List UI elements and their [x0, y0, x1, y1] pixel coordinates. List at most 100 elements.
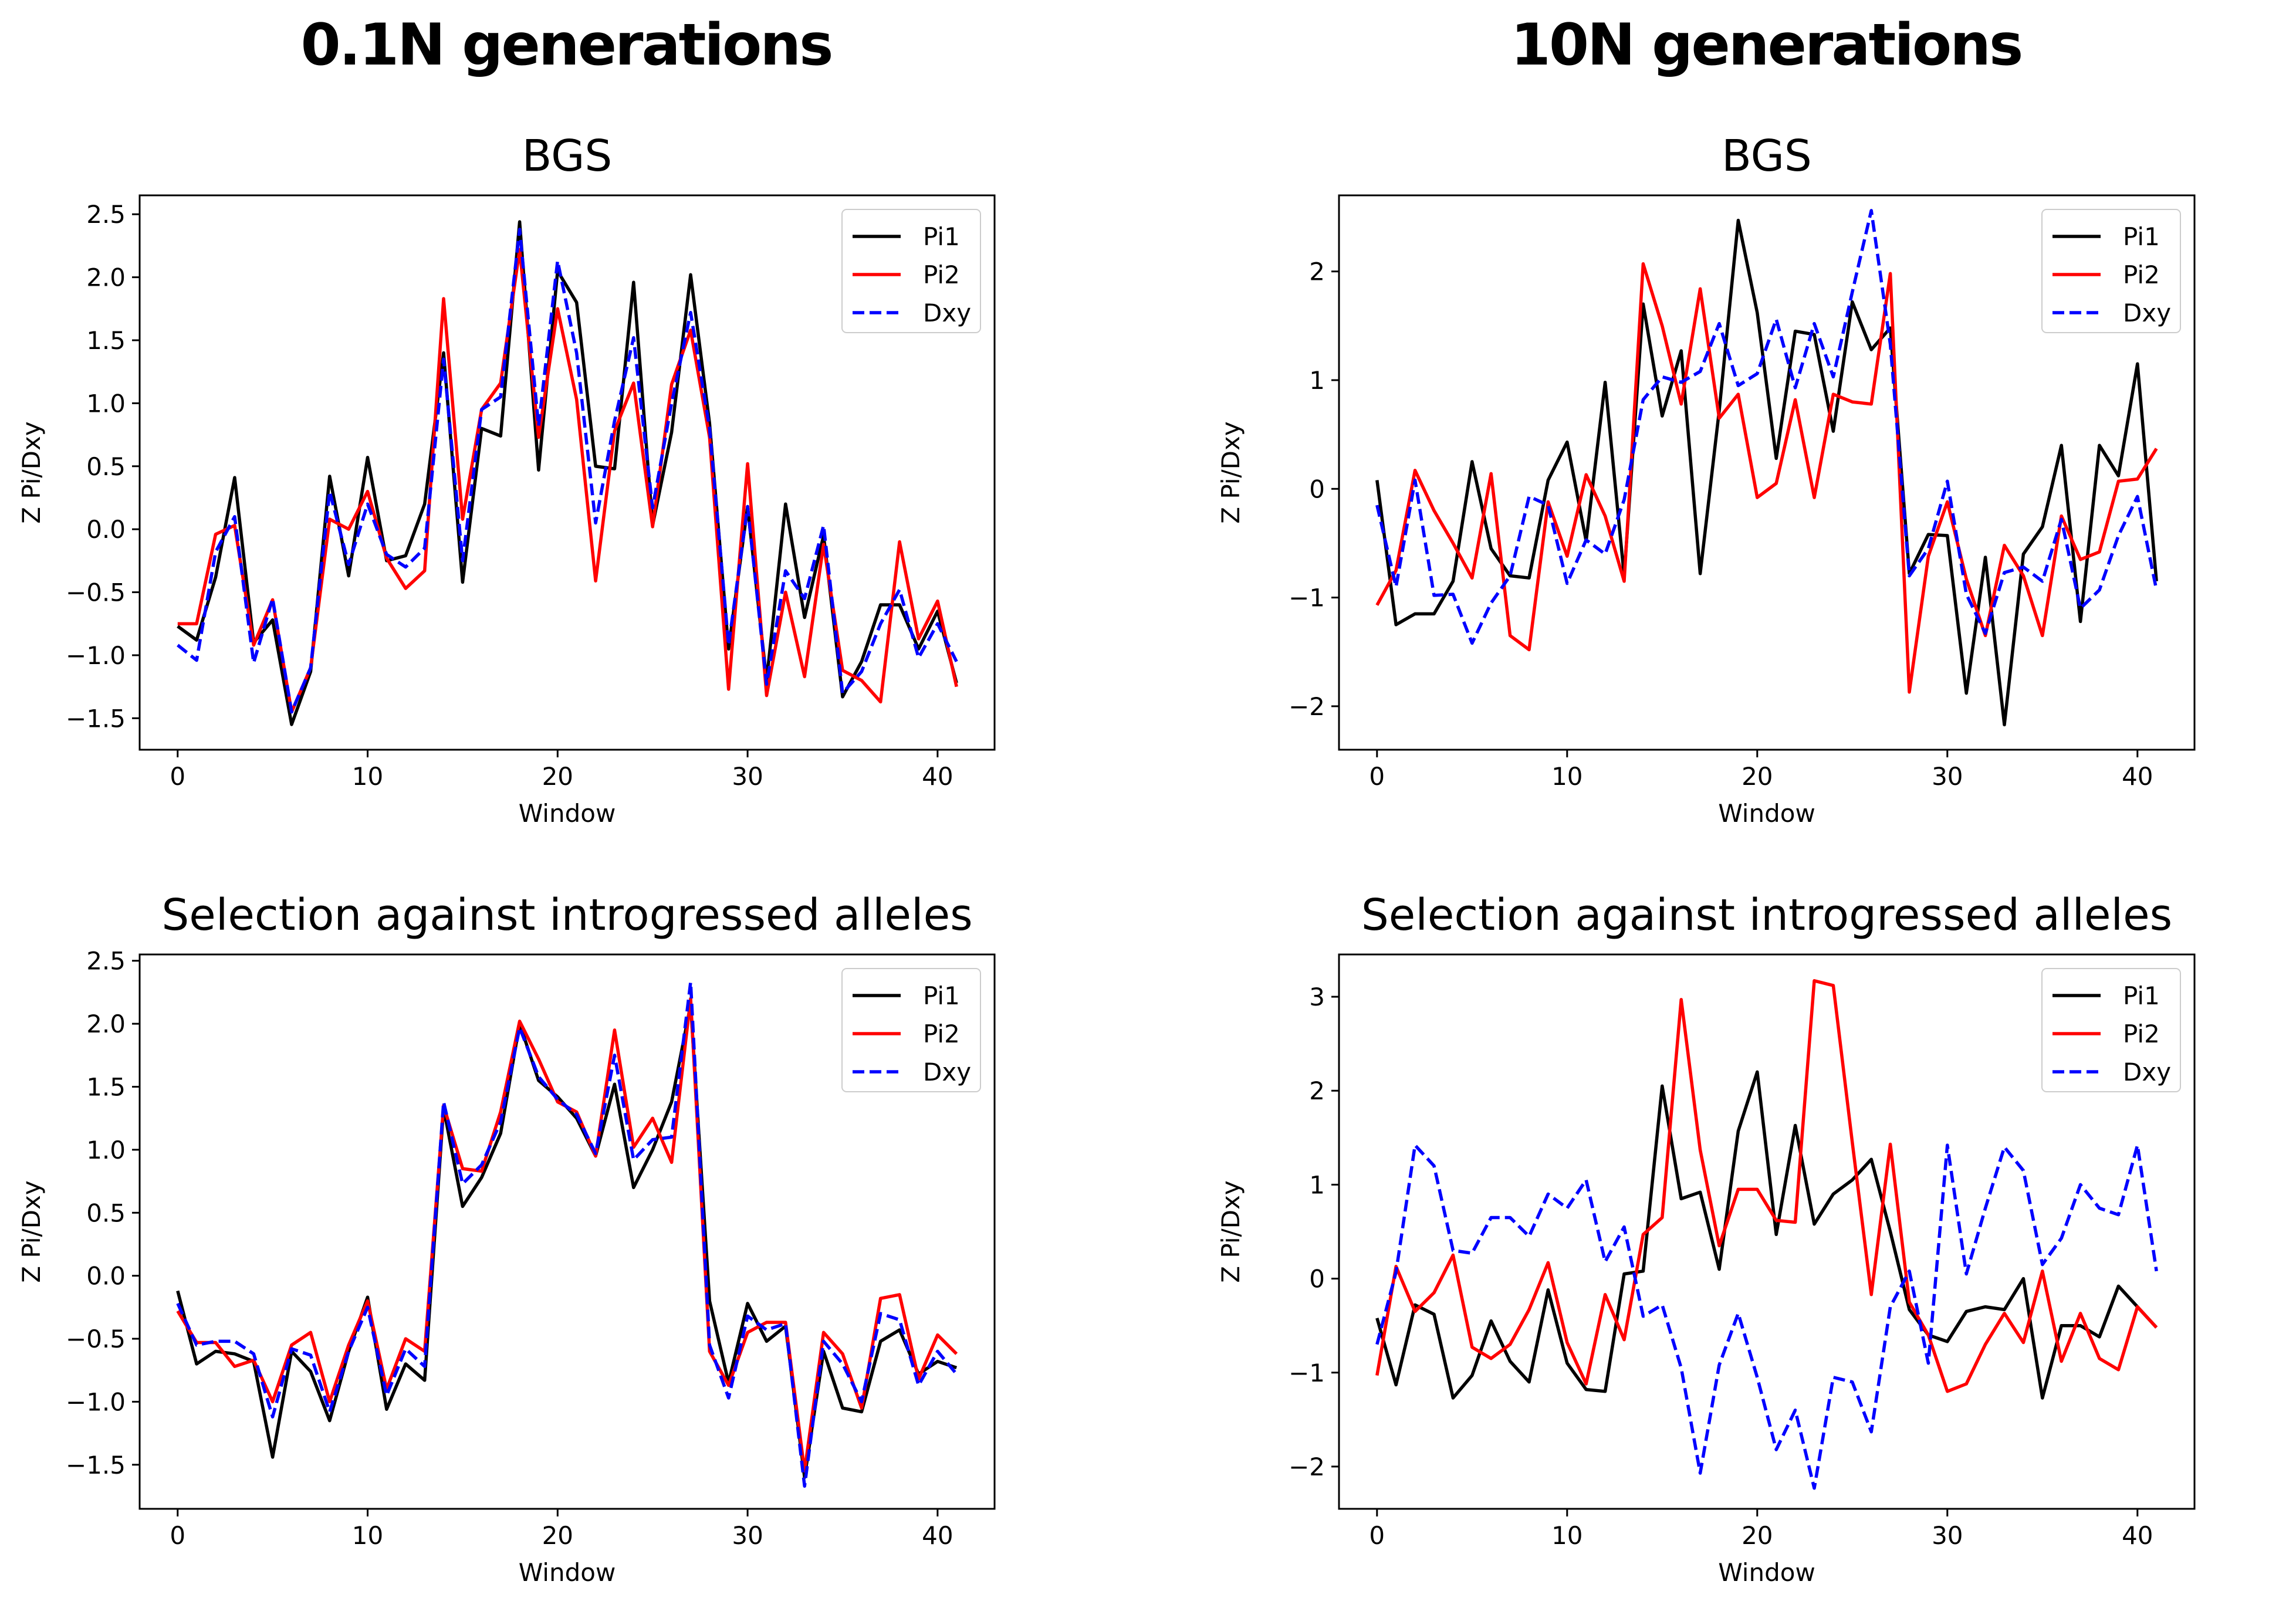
y-tick-label: 1	[1309, 1170, 1325, 1199]
x-tick-label: 20	[1742, 762, 1773, 791]
y-tick-label: 2	[1309, 258, 1325, 286]
y-tick-label: 3	[1309, 983, 1325, 1011]
series-line-pi1	[176, 1003, 958, 1479]
y-tick-label: 2	[1309, 1076, 1325, 1105]
x-tick-label: 0	[1369, 762, 1385, 791]
x-tick-label: 40	[922, 762, 953, 791]
y-tick-label: −1.5	[66, 704, 126, 733]
legend-label-pi2: Pi2	[923, 1020, 960, 1048]
x-tick-label: 30	[1932, 762, 1963, 791]
series-line-pi1	[1375, 218, 2158, 727]
legend-box	[841, 209, 981, 333]
y-tick-label: −1.0	[66, 641, 126, 670]
y-tick-label: 1.5	[86, 326, 126, 355]
x-tick-label: 0	[170, 762, 185, 791]
legend: Pi1 Pi2 Dxy	[841, 968, 981, 1092]
x-tick-label: 20	[1742, 1521, 1773, 1550]
chart-panel-1: BGS 0 10 20 30 40 −1.5 −1.0 −0.5 0.0 0.5 1.0 1.5 2.0 2…	[17, 131, 996, 828]
y-tick-label: 0	[1309, 1265, 1325, 1294]
y-tick-label: 0.5	[86, 452, 126, 481]
series-line-dxy	[176, 980, 958, 1488]
y-tick-label: −2	[1289, 692, 1325, 721]
plot-frame	[138, 194, 996, 751]
y-tick-label: 0.5	[86, 1198, 126, 1227]
y-tick-label: 1.5	[86, 1073, 126, 1102]
series-line-pi2	[1375, 979, 2158, 1393]
series-line-pi1	[1375, 1070, 2158, 1400]
legend-label-pi2: Pi2	[2123, 260, 2160, 289]
legend-label-pi2: Pi2	[2123, 1020, 2160, 1048]
series-line-dxy	[177, 228, 958, 714]
legend: Pi1 Pi2 Dxy	[841, 209, 981, 333]
y-axis-label: Z Pi/Dxy	[1216, 1180, 1245, 1282]
x-axis-label: Window	[519, 1558, 616, 1587]
series-group	[1375, 979, 2158, 1490]
legend-label-pi1: Pi1	[923, 222, 960, 251]
series-line-pi2	[1375, 262, 2158, 694]
y-axis-label: Z Pi/Dxy	[1216, 421, 1245, 523]
x-tick-label: 40	[2122, 762, 2153, 791]
x-axis-label: Window	[1718, 1558, 1815, 1587]
y-tick-label: −1.0	[66, 1387, 126, 1416]
series-line-dxy	[1375, 209, 2158, 645]
plot-frame	[1338, 953, 2196, 1510]
legend-box	[2041, 968, 2181, 1092]
y-axis-label: Z Pi/Dxy	[17, 421, 46, 523]
legend-box	[2041, 209, 2181, 333]
y-tick-label: 0.0	[86, 1262, 126, 1291]
series-group	[1375, 209, 2158, 727]
chart-title: BGS	[522, 131, 613, 181]
series-group	[176, 980, 958, 1488]
x-tick-label: 40	[2122, 1521, 2153, 1550]
y-tick-label: −0.5	[66, 578, 126, 607]
y-tick-label: −1	[1289, 1359, 1325, 1387]
x-tick-label: 20	[542, 762, 573, 791]
y-tick-label: 2.0	[86, 1010, 126, 1038]
y-axis-label: Z Pi/Dxy	[17, 1180, 46, 1282]
y-tick-label: −1.5	[66, 1451, 126, 1479]
series-line-dxy	[1375, 1143, 2158, 1490]
chart-panel-2: BGS 0 10 20 30 40 −2 −1 0 1 2 Window Z Pi/Dxy Pi1 Pi2 D…	[1216, 131, 2196, 828]
x-tick-label: 30	[732, 1521, 763, 1550]
legend-label-dxy: Dxy	[923, 1058, 971, 1086]
chart-title: BGS	[1722, 131, 1812, 181]
y-tick-label: 1.0	[86, 1136, 126, 1164]
y-tick-label: 0.0	[86, 515, 126, 544]
chart-panel-4: Selection against introgressed alleles 0 1…	[1216, 890, 2196, 1587]
x-tick-label: 30	[732, 762, 763, 791]
series-group	[177, 220, 958, 726]
x-tick-label: 10	[352, 1521, 383, 1550]
chart-title: Selection against introgressed alleles	[161, 890, 972, 940]
legend-box	[841, 968, 981, 1092]
x-tick-label: 20	[542, 1521, 573, 1550]
legend: Pi1 Pi2 Dxy	[2041, 209, 2181, 333]
series-line-pi2	[177, 248, 958, 714]
legend-label-dxy: Dxy	[2123, 299, 2171, 327]
y-tick-label: 2.5	[86, 947, 126, 976]
x-tick-label: 30	[1932, 1521, 1963, 1550]
y-tick-label: 1.0	[86, 389, 126, 418]
y-tick-label: 2.5	[86, 200, 126, 229]
x-axis-label: Window	[519, 799, 616, 828]
chart-panel-3: Selection against introgressed alleles 0 1…	[17, 890, 996, 1587]
column-title-left: 0.1N generations	[300, 12, 834, 79]
legend-label-pi1: Pi1	[2123, 981, 2160, 1010]
x-tick-label: 40	[922, 1521, 953, 1550]
legend-label-pi2: Pi2	[923, 260, 960, 289]
x-tick-label: 10	[352, 762, 383, 791]
chart-title: Selection against introgressed alleles	[1361, 890, 2172, 940]
column-title-right: 10N generations	[1510, 12, 2024, 79]
y-tick-label: 0	[1309, 475, 1325, 503]
legend-label-pi1: Pi1	[923, 981, 960, 1010]
x-tick-label: 0	[170, 1521, 185, 1550]
y-tick-label: 1	[1309, 366, 1325, 395]
legend: Pi1 Pi2 Dxy	[2041, 968, 2181, 1092]
y-tick-label: −1	[1289, 584, 1325, 612]
y-tick-label: 2.0	[86, 263, 126, 292]
x-axis-label: Window	[1718, 799, 1815, 828]
plot-frame	[1338, 194, 2196, 751]
y-tick-label: −0.5	[66, 1325, 126, 1353]
x-tick-label: 10	[1551, 1521, 1582, 1550]
y-tick-label: −2	[1289, 1453, 1325, 1481]
